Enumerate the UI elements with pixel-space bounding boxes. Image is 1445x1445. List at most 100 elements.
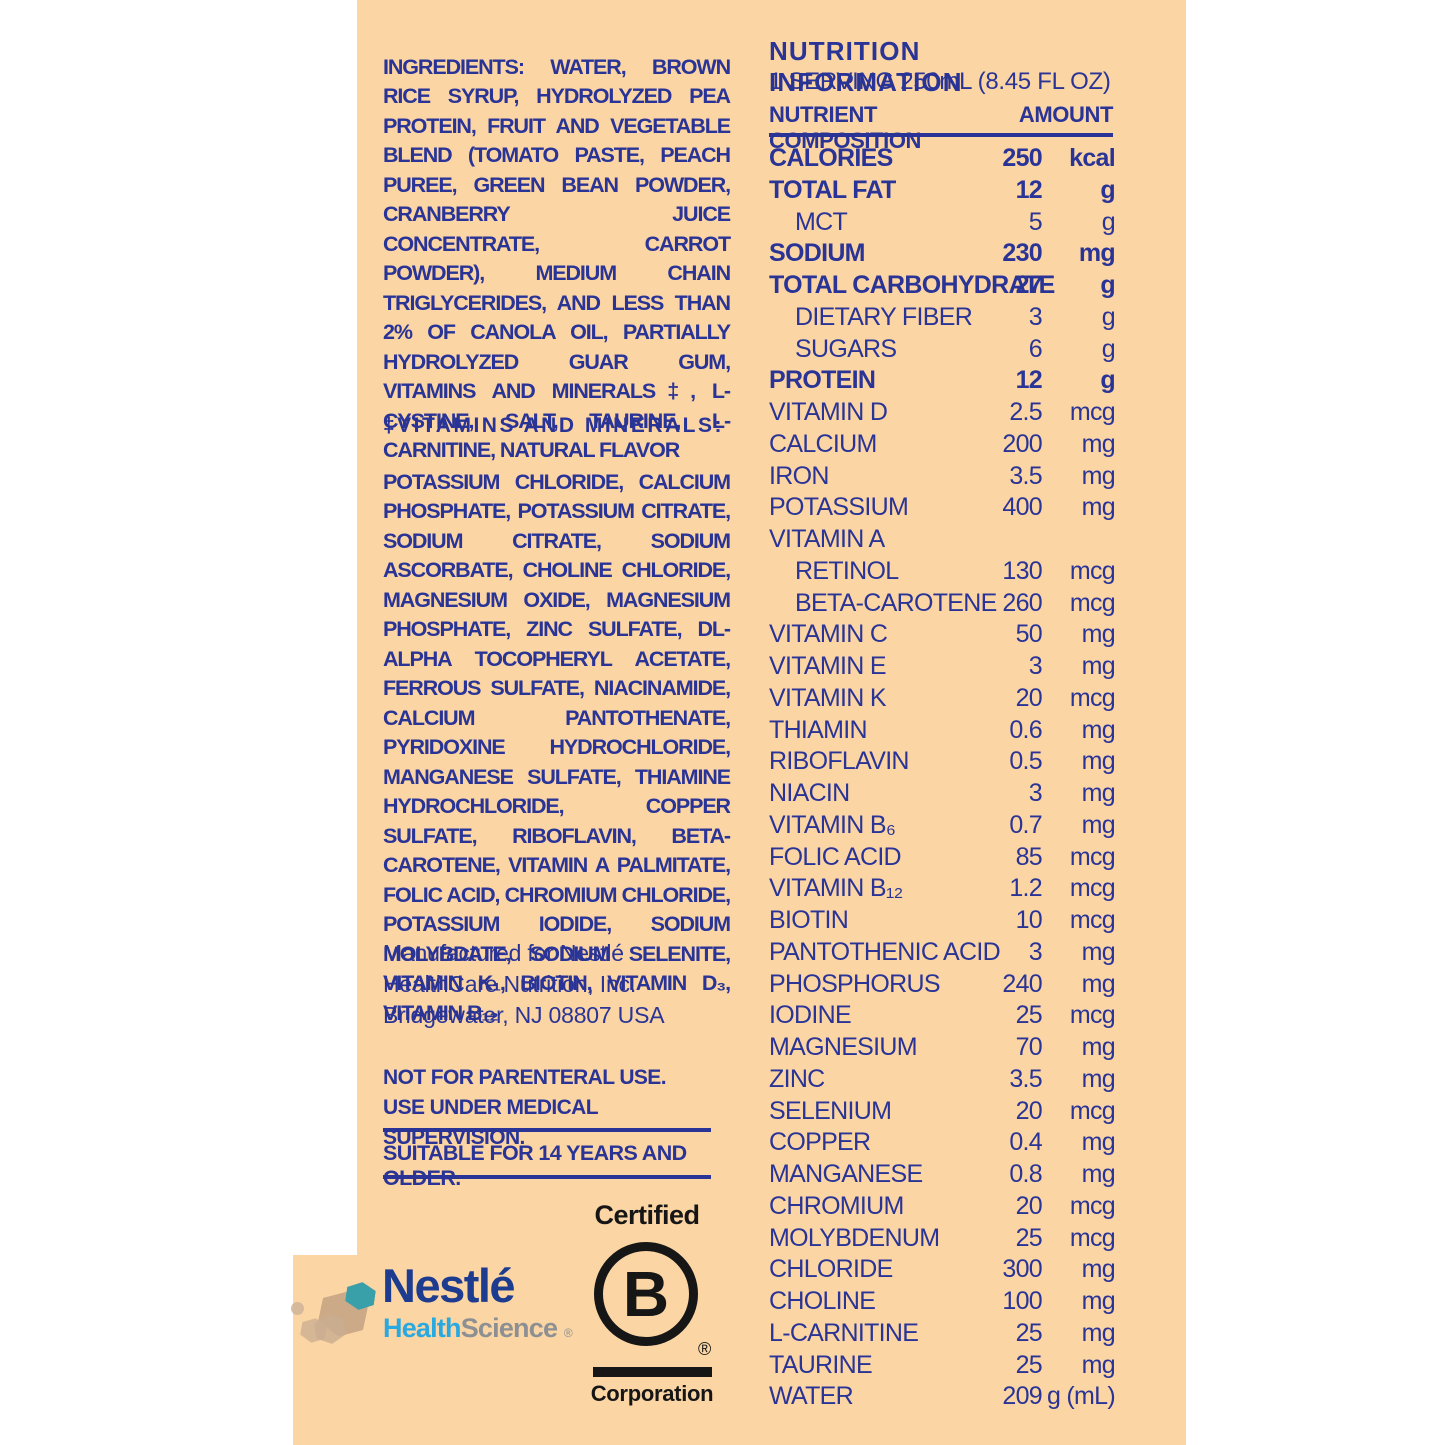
nutrient-name: VITAMIN C xyxy=(769,620,888,649)
nutrient-amount: 400 xyxy=(1002,493,1042,522)
nutrient-amount: 3.5 xyxy=(1009,1064,1042,1093)
nutrient-amount: 250 xyxy=(1002,144,1042,172)
nutrient-name: BETA-CAROTENE xyxy=(795,588,997,617)
nutrient-unit: g xyxy=(1100,366,1115,395)
nutrient-amount: 10 xyxy=(1015,906,1043,934)
nutrient-amount: 85 xyxy=(1015,842,1043,871)
column-header-nutrient: NUTRIENT COMPOSITION xyxy=(769,102,922,153)
nutrient-unit: mcg xyxy=(1069,588,1116,617)
nutrient-amount: 3 xyxy=(1028,779,1043,807)
nutrient-amount: 0.5 xyxy=(1009,747,1042,776)
nutrient-name: VITAMIN A xyxy=(769,525,885,553)
nutrient-name: CHROMIUM xyxy=(769,1191,904,1220)
nutrient-name: MCT xyxy=(795,207,848,236)
nutrient-row: CHOLINE 100 mg xyxy=(769,1286,1116,1318)
nutrient-unit: g xyxy=(1100,175,1115,204)
nutrient-row: VITAMIN C 50 mg xyxy=(769,619,1116,651)
nutrient-amount: 20 xyxy=(1015,683,1043,712)
nutrient-row: IODINE 25 mcg xyxy=(769,1000,1116,1032)
nutrient-row: IRON 3.5 mg xyxy=(769,461,1116,493)
nutrient-unit: mg xyxy=(1081,810,1116,839)
nutrient-amount: 200 xyxy=(1002,429,1042,458)
nutrient-name: PROTEIN xyxy=(769,366,876,395)
nutrient-row: VITAMIN A xyxy=(769,524,1115,556)
nutrient-unit: mg xyxy=(1081,429,1116,458)
vitamins-minerals-title: ‡VITAMINS AND MINERALS: xyxy=(383,414,724,437)
nutrient-amount: 1.2 xyxy=(1009,874,1042,903)
nutrient-row: THIAMIN 0.6 mg xyxy=(769,715,1116,747)
nutrient-unit: mcg xyxy=(1069,842,1116,871)
nutrient-unit: mg xyxy=(1081,620,1116,649)
nutrient-name: PHOSPHORUS xyxy=(769,969,941,998)
manufacturer-line: HealthCare Nutrition, Inc. xyxy=(383,971,637,997)
nutrient-row: PROTEIN 12 g xyxy=(769,365,1116,397)
nutrient-name: CALORIES xyxy=(769,144,893,172)
nutrient-name: RETINOL xyxy=(795,556,899,585)
nutrient-amount: 25 xyxy=(1015,1350,1043,1379)
nutrient-amount: 25 xyxy=(1015,1223,1043,1252)
nutrient-unit: mcg xyxy=(1069,1001,1116,1030)
hexagon-dot-icon xyxy=(291,1302,304,1315)
nutrient-row: CALCIUM 200 mg xyxy=(769,429,1116,461)
nutrient-name: NIACIN xyxy=(769,779,850,807)
nutrient-row: MAGNESIUM 70 mg xyxy=(769,1032,1116,1064)
nutrient-name: MANGANESE xyxy=(769,1160,923,1188)
nutrient-row: PHOSPHORUS 240 mg xyxy=(769,969,1116,1001)
nutrition-table: CALORIES 250 kcal TOTAL FAT 12 g MCT 5 g… xyxy=(769,143,1116,1413)
bcorp-b-letter: B xyxy=(622,1258,670,1330)
nutrient-unit: mg xyxy=(1081,969,1116,998)
nutrition-title: NUTRITION INFORMATION xyxy=(769,36,963,97)
nutrient-row: VITAMIN E 3 mg xyxy=(769,651,1116,683)
nutrient-unit: mg xyxy=(1081,1128,1116,1157)
suitability-statement: SUITABLE FOR 14 YEARS AND OLDER. xyxy=(383,1141,687,1190)
nutrient-name: CALCIUM xyxy=(769,429,877,458)
column-header-amount: AMOUNT xyxy=(1018,102,1114,127)
nutrient-name: VITAMIN D xyxy=(769,398,888,426)
manufacturer-line: Bridgewater, NJ 08807 USA xyxy=(383,1002,665,1028)
divider-rule xyxy=(383,1128,711,1132)
nutrient-unit: mg xyxy=(1081,715,1116,744)
nutrient-name: VITAMIN E xyxy=(769,652,887,680)
nutrient-name: MOLYBDENUM xyxy=(769,1223,940,1252)
nutrient-amount: 300 xyxy=(1002,1255,1042,1284)
nutrient-unit: g (mL) xyxy=(1046,1382,1116,1411)
nutrient-row: CALORIES 250 kcal xyxy=(769,143,1116,175)
nutrient-amount: 209 xyxy=(1002,1382,1042,1411)
nutrient-unit: mcg xyxy=(1069,1191,1116,1220)
nutrient-unit: g xyxy=(1100,271,1115,299)
registered-mark-icon: ® xyxy=(563,1326,573,1340)
bcorp-logo-icon: B xyxy=(594,1242,698,1346)
nutrient-name: COPPER xyxy=(769,1128,871,1157)
nutrient-name: IRON xyxy=(769,461,829,490)
serving-size: 1 SERVING 250mL (8.45 FL OZ) xyxy=(769,68,1111,95)
nutrient-row: POTASSIUM 400 mg xyxy=(769,492,1116,524)
bcorp-underline-bar xyxy=(593,1367,712,1377)
nutrient-name: VITAMIN B₁₂ xyxy=(769,874,903,903)
nutrient-unit: mg xyxy=(1081,1287,1116,1315)
nutrient-row: VITAMIN K 20 mcg xyxy=(769,683,1116,715)
nutrient-unit: mcg xyxy=(1069,683,1116,712)
nutrient-name: TAURINE xyxy=(769,1350,873,1379)
nutrient-amount: 0.4 xyxy=(1009,1128,1042,1157)
nutrient-unit: mg xyxy=(1081,1350,1116,1379)
bcorp-certified-label: Certified xyxy=(594,1200,700,1230)
nutrient-amount: 20 xyxy=(1015,1096,1043,1125)
bcorp-corporation-label: Corporation xyxy=(590,1381,714,1406)
nutrient-name: MAGNESIUM xyxy=(769,1033,918,1061)
nutrient-amount: 130 xyxy=(1002,556,1042,585)
label-background-tab xyxy=(293,1255,359,1445)
nutrient-amount: 50 xyxy=(1015,620,1043,649)
nutrient-amount: 70 xyxy=(1015,1033,1043,1061)
nutrient-unit: mcg xyxy=(1069,1223,1116,1252)
nutrient-row: CHROMIUM 20 mcg xyxy=(769,1191,1116,1223)
nutrient-unit: mg xyxy=(1081,461,1116,490)
nutrient-row: PANTOTHENIC ACID 3 mg xyxy=(769,937,1116,969)
nutrient-unit: mg xyxy=(1081,1160,1116,1188)
nutrient-unit: mg xyxy=(1081,1064,1116,1093)
nutrient-name: VITAMIN B₆ xyxy=(769,810,896,839)
manufacturer-line: Manufactured for Nestlé xyxy=(383,940,624,966)
nutrient-amount: 20 xyxy=(1015,1191,1043,1220)
nutrient-amount: 6 xyxy=(1028,334,1043,363)
nutrient-row: BETA-CAROTENE 260 mcg xyxy=(769,588,1116,620)
nutrient-row: FOLIC ACID 85 mcg xyxy=(769,842,1116,874)
